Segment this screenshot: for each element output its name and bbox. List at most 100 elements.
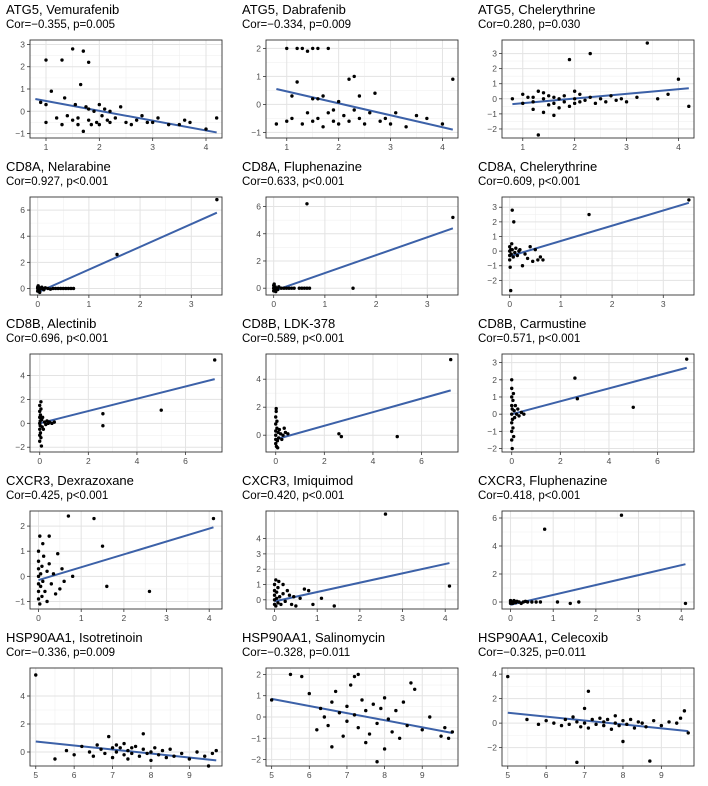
data-point [440,122,445,126]
data-point [275,439,280,443]
data-point [61,286,65,291]
data-point [621,739,625,744]
x-tick-label: 4 [679,613,684,623]
data-point [45,569,49,574]
x-tick-label: 3 [636,613,641,623]
x-tick-label: 0 [36,613,41,623]
panel-title: HSP90AA1, Isotretinoin [6,630,143,645]
data-point [34,673,38,677]
data-point [547,103,551,107]
data-point [516,407,520,411]
data-point [294,604,298,608]
data-point [38,403,42,408]
data-point [290,116,294,121]
data-point [609,727,614,731]
data-point [274,289,278,294]
data-point [567,57,572,62]
data-point [526,95,530,99]
x-tick-label: 4 [135,456,140,466]
data-point [321,125,325,129]
data-point [105,118,110,122]
data-point [521,101,525,106]
x-tick-label: 2 [357,613,362,623]
data-point [110,755,115,760]
data-point [586,726,591,730]
data-point [572,89,577,93]
scatter-plot: 0 1 2 3 4 −1 0 1 2 [15,510,223,623]
data-point [41,427,46,431]
data-point [40,594,44,599]
y-tick-label: −1 [251,127,261,137]
y-tick-label: −1 [487,426,497,436]
data-point [56,552,60,556]
data-point [510,429,514,434]
x-tick-label: 7 [345,770,350,780]
x-tick-label: 1 [315,613,320,623]
y-tick-label: 2 [256,564,261,574]
data-point [562,94,566,98]
data-point [40,564,44,568]
data-point [89,122,94,127]
data-point [53,286,58,291]
y-tick-label: 0 [20,106,25,116]
data-point [274,590,279,594]
y-tick-label: −1 [15,129,25,139]
data-point [332,604,336,608]
data-point [450,730,455,734]
data-point [73,102,78,107]
data-point [404,125,408,129]
data-point [41,554,46,558]
data-point [557,106,561,110]
data-point [285,588,290,593]
data-point [531,107,535,112]
data-point [552,721,556,725]
scatter-panel: 0 1 2 3 4 0 2 4 6 CXCR3, Fluphenazine Cor=0.418, p… [472,471,708,628]
data-point [284,286,289,290]
panel-border [265,353,459,453]
data-point [281,582,285,587]
data-point [511,391,516,396]
y-tick-label: −2 [251,755,261,765]
data-point [619,513,624,517]
x-tick-label: 2 [572,142,577,152]
data-point [285,119,289,123]
data-point [53,757,57,761]
data-point [215,197,219,202]
scatter-panel: 0 1 2 3 0 2 4 6 CD8A, Fluphenazine Cor=0.633, p<0… [236,157,472,314]
x-tick-label: 1 [559,299,564,309]
y-tick-label: 2 [20,257,25,267]
data-point [114,743,119,747]
x-tick-label: 3 [661,299,666,309]
x-tick-label: 0 [37,456,42,466]
data-point [149,750,153,754]
data-point [272,593,277,597]
data-point [578,92,582,96]
data-point [107,734,111,739]
data-point [333,689,338,694]
data-point [81,49,86,53]
data-point [375,721,379,726]
x-tick-label: 4 [607,456,612,466]
data-point [86,118,91,122]
scatter-plot: 0 2 4 6 −2 0 2 4 [15,353,223,466]
data-point [164,755,169,760]
data-point [65,114,70,118]
data-point [510,403,514,408]
y-tick-label: 4 [492,669,497,679]
data-point [114,750,119,754]
data-point [286,432,290,436]
y-tick-label: 4 [20,231,25,241]
data-point [645,41,649,45]
data-point [330,700,334,704]
data-point [510,247,514,252]
scatter-plot: 5 6 7 8 9 −2 −1 0 1 2 [251,667,459,780]
y-tick-label: 3 [492,49,497,59]
data-point [204,127,208,131]
data-point [667,720,671,724]
correlation-stat: Cor=−0.325, p=0.011 [478,647,587,659]
data-point [511,255,515,259]
y-tick-label: 0 [492,409,497,419]
data-point [168,747,172,751]
y-tick-label: 3 [492,202,497,212]
data-point [275,446,280,450]
